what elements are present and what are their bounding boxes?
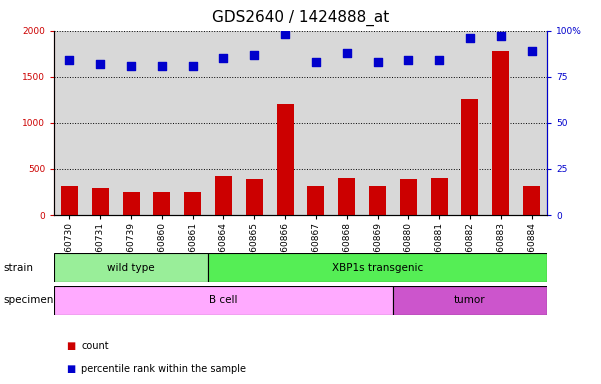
Bar: [208, 253, 547, 282]
Point: [157, 63, 166, 69]
Point: [373, 59, 382, 65]
Bar: [61, 187, 78, 215]
Text: B cell: B cell: [209, 295, 238, 306]
Point: [435, 57, 444, 63]
Text: count: count: [81, 341, 109, 351]
Point: [126, 63, 136, 69]
Text: percentile rank within the sample: percentile rank within the sample: [81, 364, 246, 374]
Point: [65, 57, 75, 63]
Bar: [400, 179, 416, 215]
Text: ■: ■: [66, 341, 75, 351]
Bar: [215, 176, 232, 215]
Bar: [431, 178, 448, 215]
Bar: [153, 192, 170, 215]
Point: [403, 57, 413, 63]
Bar: [462, 99, 478, 215]
Point: [188, 63, 198, 69]
Bar: [369, 185, 386, 215]
Point: [465, 35, 475, 41]
Bar: [54, 286, 393, 315]
Point: [342, 50, 352, 56]
Bar: [492, 51, 509, 215]
Bar: [276, 104, 293, 215]
Text: GDS2640 / 1424888_at: GDS2640 / 1424888_at: [212, 10, 389, 26]
Bar: [338, 178, 355, 215]
Text: strain: strain: [3, 263, 33, 273]
Bar: [523, 185, 540, 215]
Text: specimen: specimen: [3, 295, 53, 306]
Point: [280, 31, 290, 38]
Bar: [393, 286, 547, 315]
Bar: [123, 192, 139, 215]
Bar: [92, 188, 109, 215]
Point: [496, 33, 505, 39]
Point: [311, 59, 321, 65]
Point: [526, 48, 536, 54]
Point: [96, 61, 105, 67]
Point: [249, 51, 259, 58]
Point: [219, 55, 228, 61]
Bar: [185, 192, 201, 215]
Bar: [54, 253, 208, 282]
Bar: [246, 179, 263, 215]
Text: wild type: wild type: [108, 263, 155, 273]
Bar: [308, 187, 325, 215]
Text: tumor: tumor: [454, 295, 486, 306]
Text: XBP1s transgenic: XBP1s transgenic: [332, 263, 423, 273]
Text: ■: ■: [66, 364, 75, 374]
